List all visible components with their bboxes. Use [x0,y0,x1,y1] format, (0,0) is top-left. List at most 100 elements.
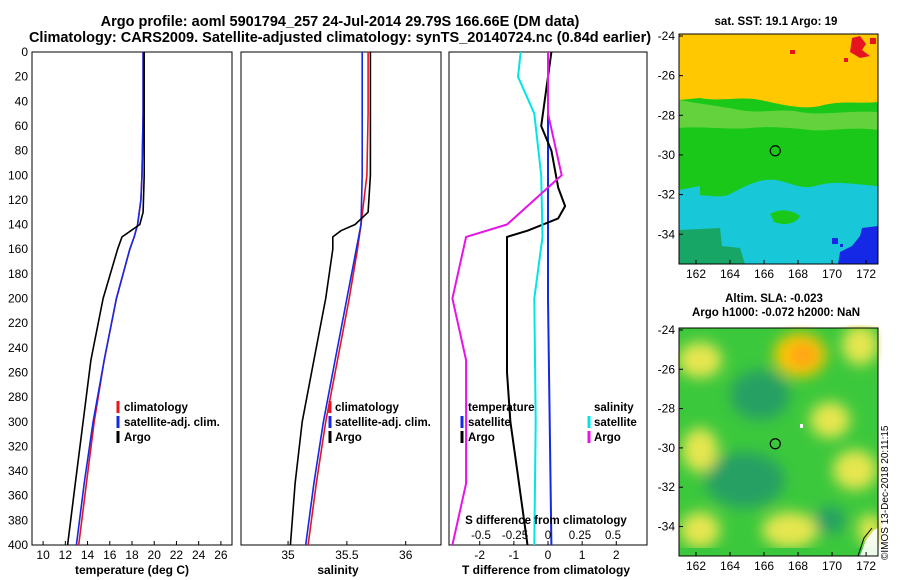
map-y-tick-label: -26 [658,362,676,376]
sla-map-frame [678,327,879,557]
sla-map-title: Altim. SLA: -0.023 [725,293,823,305]
series-line-climatology [307,52,369,545]
temperature-series [66,52,145,545]
map-x-tick-label: 168 [788,267,808,281]
depth-axis: 0 20 40 60 80 100 120 140 160 180 200 220 240 260 280 3… [8,45,28,552]
x-tick-label: 2 [613,548,620,562]
map-x-tick-label: 164 [720,559,740,573]
temperature-plot-frame [31,51,233,546]
map-x-tick-label: 168 [788,559,808,573]
depth-tick-label: 200 [8,292,28,306]
map-y-tick-label: -28 [658,402,676,416]
salinity-legend: climatology satellite-adj. clim. Argo [328,401,431,444]
x-tick-label: 18 [125,548,139,562]
depth-tick-label: 100 [8,168,28,182]
map-y-tick-label: -34 [658,520,676,534]
difference-legend: temperature satellite Argo salinity sate… [460,402,637,444]
map-x-tick-label: 166 [754,559,774,573]
map-y-tick-label: -26 [658,69,676,83]
x-tick-label: 20 [148,548,162,562]
legend-label-argo: Argo [124,432,151,444]
depth-tick-label: 180 [8,267,28,281]
depth-tick-label: 360 [8,489,28,503]
depth-tick-label: 380 [8,513,28,527]
x-tick-label: 10 [36,548,50,562]
map-x-tick-label: 172 [856,559,876,573]
difference-axis-label: T difference from climatology [462,563,630,577]
legend-label-t-argo: Argo [468,432,495,444]
map-x-tick-label: 166 [754,267,774,281]
x-tick-label: 35 [281,548,295,562]
s-diff-tick: -0.5 [471,530,491,542]
map-y-tick-label: -30 [658,148,676,162]
figure-title-line2: Climatology: CARS2009. Satellite-adjuste… [28,30,652,46]
series-line-salinity-argo [451,52,563,545]
legend-label-t-satellite: satellite [468,417,511,429]
sla-map-panel: Altim. SLA: -0.023 Argo h1000: -0.072 h2… [658,293,882,573]
depth-tick-label: 140 [8,218,28,232]
s-difference-ticks: -0.5 -0.25 0 0.25 0.5 [471,530,621,542]
s-difference-label: S difference from climatology [465,515,627,527]
series-line-satellite-adj-clim- [75,52,144,545]
depth-tick-label: 300 [8,415,28,429]
sst-map-title: sat. SST: 19.1 Argo: 19 [715,16,838,28]
legend-label-satellite: satellite-adj. clim. [335,417,431,429]
legend-label-s-argo: Argo [594,432,621,444]
legend-label-s-satellite: satellite [594,417,637,429]
depth-tick-label: 40 [15,94,29,108]
sst-map-panel: sat. SST: 19.1 Argo: 19 162 164 166 168 170 1… [658,16,879,281]
x-tick-label: -1 [509,548,520,562]
legend-label-satellite: satellite-adj. clim. [124,417,220,429]
x-tick-label: -2 [474,548,485,562]
x-tick-label: 12 [59,548,73,562]
difference-series [451,52,567,545]
temperature-legend: climatology satellite-adj. clim. Argo [116,401,220,444]
figure-title-line1: Argo profile: aoml 5901794_257 24-Jul-20… [100,14,580,30]
series-line-temperature-argo [506,52,567,545]
temperature-axis-label: temperature (deg C) [75,563,189,577]
depth-tick-label: 60 [15,119,29,133]
legend-label-climatology: climatology [335,402,400,414]
sst-argo-marker [769,145,781,157]
x-tick-label: 0 [545,548,552,562]
salinity-axis-label: salinity [317,563,359,577]
map-x-tick-label: 162 [686,559,706,573]
s-diff-tick: -0.25 [502,530,528,542]
s-diff-tick: 0 [545,530,551,542]
map-x-tick-label: 170 [822,559,842,573]
x-tick-label: 22 [170,548,184,562]
map-y-tick-label: -30 [658,441,676,455]
depth-tick-label: 120 [8,193,28,207]
difference-panel: -2 -1 0 1 2 T difference from climatology S … [448,51,648,577]
sst-map-frame [678,33,879,265]
map-y-tick-label: -24 [658,323,676,337]
depth-tick-label: 240 [8,341,28,355]
x-tick-label: 14 [81,548,95,562]
temperature-panel: 10 12 14 16 18 20 22 24 26 temperature (deg C) c… [31,51,233,577]
legend-label-argo: Argo [335,432,362,444]
depth-tick-label: 280 [8,390,28,404]
imos-credit: ©IMOS 13-Dec-2018 20:11:15 [880,425,891,560]
map-x-tick-label: 172 [856,267,876,281]
depth-tick-label: 400 [8,538,28,552]
map-x-tick-label: 162 [686,267,706,281]
depth-tick-label: 0 [21,45,28,59]
difference-x-axis: -2 -1 0 1 2 [474,541,620,562]
temperature-x-axis: 10 12 14 16 18 20 22 24 26 [36,541,228,562]
s-diff-tick: 0.25 [569,530,591,542]
sst-map-image [679,34,878,264]
depth-tick-label: 260 [8,365,28,379]
x-tick-label: 24 [192,548,206,562]
depth-tick-label: 220 [8,316,28,330]
depth-tick-label: 340 [8,464,28,478]
series-line-argo [289,52,372,545]
sla-map-axes: 162 164 166 168 170 172 -24 -26 -28 -30 -32 -34 [658,323,877,573]
map-x-tick-label: 164 [720,267,740,281]
salinity-series [289,52,372,545]
sst-map-axes: 162 164 166 168 170 172 -24 -26 -28 -30 -32 -34 [658,29,877,281]
salinity-panel: 35 35.5 36 salinity climatology satellite-… [240,51,442,577]
map-x-tick-label: 170 [822,267,842,281]
salinity-x-axis: 35 35.5 36 [281,541,413,562]
sla-map-image [678,325,882,557]
